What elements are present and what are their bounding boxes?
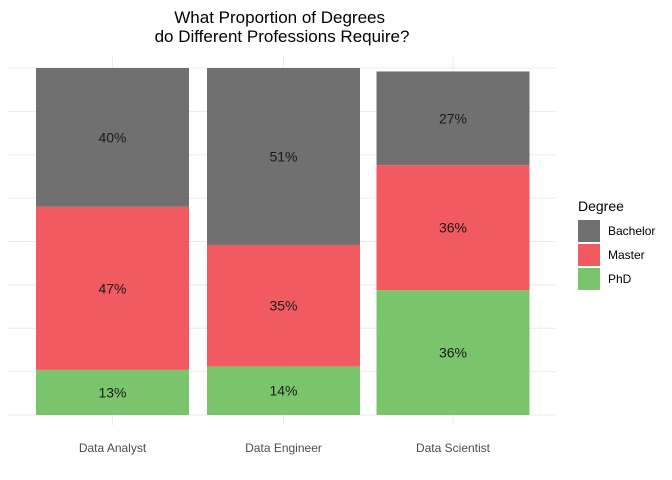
legend-label-bachelor: Bachelor — [608, 224, 655, 238]
legend-items: Bachelor Master PhD — [578, 220, 655, 290]
data-label: 36% — [439, 345, 467, 361]
data-label: 51% — [269, 148, 297, 164]
bar-segment-phd — [376, 290, 530, 415]
data-label: 27% — [439, 110, 467, 126]
bar-segment-phd — [207, 366, 360, 415]
bars-group — [36, 68, 530, 415]
segment-labels-group: 13% 47% 40% 14% 35% 51% 36% 36% 27% — [98, 110, 467, 400]
x-tick-label: Data Scientist — [416, 441, 491, 455]
chart-title-line-1: What Proportion of Degrees — [174, 8, 385, 27]
data-label: 47% — [98, 280, 126, 296]
data-label: 40% — [98, 129, 126, 145]
bar-segment-bachelor — [36, 68, 189, 207]
data-label: 14% — [269, 383, 297, 399]
data-label: 36% — [439, 220, 467, 236]
legend-key-master — [578, 244, 600, 266]
chart-title-line-2: do Different Professions Require? — [155, 27, 410, 46]
legend-key-phd — [578, 268, 600, 290]
bar-segment-master — [376, 165, 530, 291]
bar-segment-phd — [36, 369, 189, 415]
bar-segment-bachelor — [376, 71, 530, 166]
x-tick-label: Data Engineer — [245, 441, 322, 455]
x-tick-labels-group: Data Analyst Data Engineer Data Scientist — [79, 441, 491, 455]
legend-label-phd: PhD — [608, 272, 632, 286]
bar-segment-master — [207, 244, 360, 367]
data-label: 13% — [98, 384, 126, 400]
legend-label-master: Master — [608, 248, 645, 262]
data-label: 35% — [269, 298, 297, 314]
bar-segment-bachelor — [207, 68, 360, 245]
chart-title: What Proportion of Degrees do Different … — [155, 8, 410, 46]
bar-segment-master — [36, 206, 189, 370]
x-tick-label: Data Analyst — [79, 441, 147, 455]
legend-title: Degree — [578, 198, 624, 214]
legend-key-bachelor — [578, 220, 600, 242]
legend: Degree Bachelor Master PhD — [578, 198, 655, 290]
